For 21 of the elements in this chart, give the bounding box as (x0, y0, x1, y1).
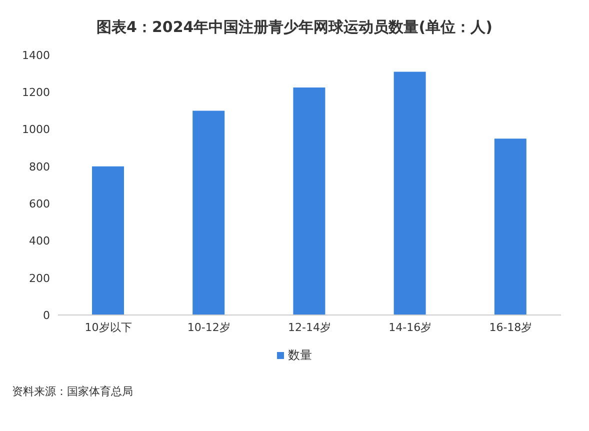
bar (293, 88, 326, 315)
y-tick-label: 1000 (22, 123, 50, 136)
y-tick-label: 400 (29, 234, 50, 248)
y-tick-label: 1200 (22, 86, 50, 100)
x-tick-label: 10岁以下 (84, 320, 132, 334)
y-tick-label: 0 (43, 308, 50, 322)
chart-title: 图表4：2024年中国注册青少年网球运动员数量(单位：人) (96, 17, 494, 38)
y-tick-label: 600 (29, 197, 50, 210)
bar (192, 110, 225, 315)
bar (92, 166, 124, 315)
bar (494, 138, 526, 315)
y-tick-label: 200 (29, 272, 50, 285)
x-tick-label: 14-16岁 (388, 320, 432, 334)
bar (394, 72, 426, 315)
y-tick-label: 1400 (22, 48, 50, 62)
legend-label: 数量 (288, 347, 312, 364)
x-tick-label: 16-18岁 (489, 320, 532, 334)
x-tick-label: 12-14岁 (288, 320, 331, 334)
text: 资料来源：国家体育总局 (12, 384, 134, 399)
y-tick-label: 800 (29, 160, 50, 174)
x-tick-label: 10-12岁 (187, 320, 230, 334)
